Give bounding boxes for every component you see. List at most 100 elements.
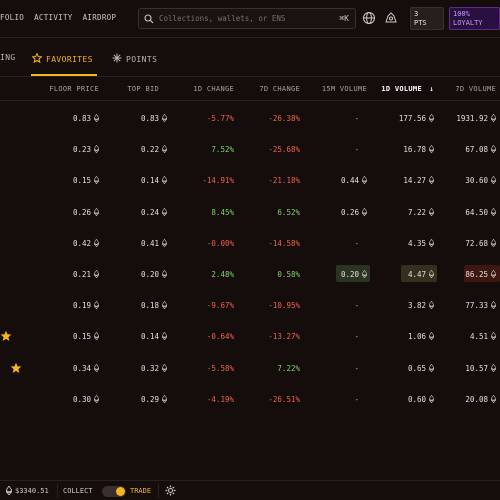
cell-highlight <box>336 265 370 282</box>
1d-change-cell-value: -4.19% <box>206 394 234 404</box>
7d-volume-cell-value: 86.25 <box>465 270 488 279</box>
col-top-bid[interactable]: TOP BID <box>127 85 159 93</box>
loyalty-badge[interactable]: 100% LOYALTY <box>449 7 500 30</box>
globe-icon[interactable] <box>362 11 376 25</box>
trade-mode-label[interactable]: TRADE <box>130 487 152 495</box>
table-row[interactable]: 0.19 0.18 -9.67% -10.95% - 3.82 77.33 <box>0 291 500 322</box>
top-bid-cell: 0.14 <box>140 332 168 342</box>
1d-change-cell-value: -0.64% <box>206 332 234 342</box>
eth-icon <box>361 207 368 216</box>
eth-icon <box>93 144 100 154</box>
1d-change-cell: -14.91% <box>202 176 234 185</box>
7d-volume-cell: 77.33 <box>465 300 497 310</box>
top-bid-cell: 0.83 <box>140 113 168 123</box>
top-bid-cell-value: 0.24 <box>140 207 159 217</box>
table-row[interactable]: 0.15 0.14 -0.64% -13.27% - 1.06 4.51 <box>0 322 500 353</box>
7d-volume-cell: 4.51 <box>470 332 497 341</box>
table-row[interactable]: 0.42 0.41 -0.00% -14.58% - 4.35 72.68 <box>0 229 500 260</box>
7d-change-cell-value: -26.51% <box>268 394 300 404</box>
col-floor-price[interactable]: FLOOR PRICE <box>49 85 99 93</box>
wallet-icon[interactable] <box>384 11 398 25</box>
1d-volume-cell: 16.78 <box>403 144 435 154</box>
divider <box>57 484 58 498</box>
1d-change-cell: -5.58% <box>207 364 234 373</box>
floor-price-cell: 0.23 <box>73 144 100 154</box>
nav-links: FOLIO ACTIVITY AIRDROP <box>0 13 126 22</box>
1d-change-cell: -0.64% <box>207 332 234 341</box>
nav-link-portfolio[interactable]: FOLIO <box>0 13 25 22</box>
table-row[interactable]: 0.30 0.29 -4.19% -26.51% - 0.60 20.08 <box>0 385 500 416</box>
col-7d-change[interactable]: 7D CHANGE <box>259 85 300 93</box>
15m-volume-cell-value: 0.44 <box>340 176 359 186</box>
eth-icon <box>93 113 100 123</box>
7d-change-cell-value: -21.18% <box>268 176 300 186</box>
1d-volume-cell: 0.65 <box>407 363 435 373</box>
favorite-star-icon[interactable] <box>0 330 12 342</box>
sparkle-icon <box>112 53 122 64</box>
eth-icon <box>490 207 497 216</box>
1d-volume-cell-value: 0.65 <box>407 363 426 373</box>
gear-icon[interactable] <box>165 485 176 498</box>
7d-change-cell: -10.95% <box>268 301 300 310</box>
floor-price-cell: 0.15 <box>73 332 100 341</box>
table-row[interactable]: 0.34 0.32 -5.58% 7.22% - 0.65 10.57 <box>0 354 500 385</box>
1d-volume-cell: 1.06 <box>408 332 435 341</box>
1d-change-cell: -0.00% <box>207 239 234 248</box>
top-bid-cell-value: 0.83 <box>140 114 159 123</box>
floor-price-cell-value: 0.26 <box>72 207 91 217</box>
15m-volume-cell: - <box>354 301 359 310</box>
col-15m-volume[interactable]: 15M VOLUME <box>321 85 367 93</box>
table-row[interactable]: 0.83 0.83 -5.77% -26.38% - 177.56 1931.92 <box>0 104 500 135</box>
top-bid-cell-value: 0.22 <box>140 145 159 155</box>
nav-link-airdrop[interactable]: AIRDROP <box>82 13 117 22</box>
favorite-star-icon[interactable] <box>10 362 22 374</box>
top-bid-cell-value: 0.41 <box>140 238 159 248</box>
floor-price-cell: 0.30 <box>72 394 100 404</box>
eth-icon <box>93 207 100 216</box>
15m-volume-cell: - <box>354 145 359 154</box>
eth-icon <box>428 394 435 404</box>
floor-price-cell: 0.83 <box>73 113 100 123</box>
mode-toggle[interactable] <box>102 486 126 497</box>
1d-change-cell: -5.77% <box>207 114 234 123</box>
1d-change-cell-value: 7.52% <box>211 145 234 155</box>
floor-price-cell: 0.42 <box>73 238 100 248</box>
1d-change-cell-value: 2.48% <box>211 270 234 279</box>
1d-change-cell: -9.67% <box>207 301 234 310</box>
tab-points-label: POINTS <box>126 55 158 64</box>
1d-volume-cell-value: 7.22 <box>407 207 426 217</box>
top-bid-cell: 0.14 <box>141 176 168 185</box>
1d-change-cell-value: -9.67% <box>206 301 234 311</box>
1d-volume-cell: 0.60 <box>408 394 435 404</box>
table-row[interactable]: 0.21 0.20 2.48% 0.58% 0.20 4.47 86.25 <box>0 260 500 291</box>
floor-price-cell-value: 0.30 <box>72 394 91 404</box>
tab-bar: ING FAVORITES POINTS <box>0 38 500 77</box>
col-1d-volume[interactable]: 1D VOLUME ↓ <box>381 85 434 93</box>
1d-volume-cell-value: 4.35 <box>407 238 426 248</box>
eth-icon <box>93 332 100 341</box>
tab-favorites-label: FAVORITES <box>46 55 93 64</box>
tab-points[interactable]: POINTS <box>112 53 157 64</box>
cell-highlight <box>401 265 437 282</box>
7d-change-cell-value: 0.58% <box>277 270 300 279</box>
search-input[interactable]: Collections, wallets, or ENS ⌘K <box>138 8 356 29</box>
nav-link-activity[interactable]: ACTIVITY <box>34 13 73 22</box>
collect-mode-label[interactable]: COLLECT <box>63 487 93 495</box>
tab-trending[interactable]: ING <box>0 53 16 62</box>
top-bid-cell: 0.18 <box>141 300 168 310</box>
7d-change-cell: -14.58% <box>268 239 300 248</box>
table-row[interactable]: 0.15 0.14 -14.91% -21.18% 0.44 14.27 30.60 <box>0 166 500 197</box>
top-bid-cell-value: 0.14 <box>140 332 159 342</box>
eth-icon <box>490 394 497 404</box>
tab-favorites[interactable]: FAVORITES <box>31 52 93 64</box>
col-7d-volume[interactable]: 7D VOLUME <box>455 85 496 93</box>
col-1d-change[interactable]: 1D CHANGE <box>193 85 234 93</box>
top-bid-cell: 0.32 <box>141 363 168 373</box>
table-row[interactable]: 0.26 0.24 8.45% 6.52% 0.26 7.22 64.50 <box>0 198 500 229</box>
table-row[interactable]: 0.23 0.22 7.52% -25.68% - 16.78 67.08 <box>0 135 500 166</box>
points-label: PTS <box>414 19 427 27</box>
points-badge[interactable]: 3 PTS <box>410 7 444 30</box>
1d-change-cell-value: -0.00% <box>206 238 234 248</box>
15m-volume-cell-value: - <box>354 238 359 248</box>
7d-volume-cell: 1931.92 <box>456 113 497 123</box>
